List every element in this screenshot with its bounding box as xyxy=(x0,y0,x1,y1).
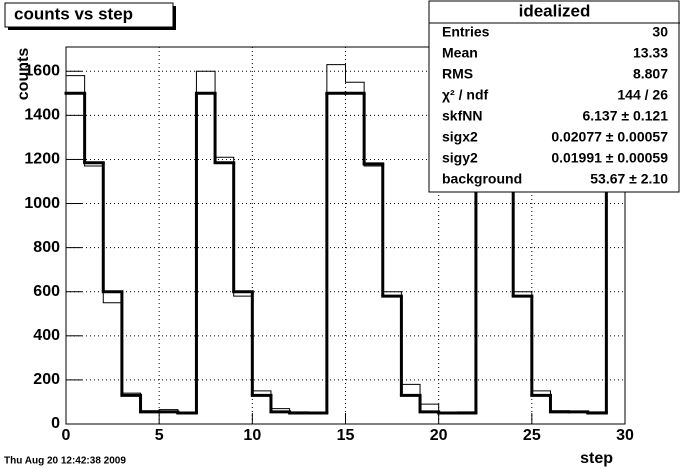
stats-value: 8.807 xyxy=(633,66,668,82)
y-tick-label: 1000 xyxy=(24,195,60,212)
y-tick-label: 200 xyxy=(33,371,60,388)
stats-key: sigx2 xyxy=(442,129,478,145)
stats-value: 144 / 26 xyxy=(617,87,668,103)
y-tick-label: 800 xyxy=(33,239,60,256)
y-tick-label: 1200 xyxy=(24,151,60,168)
x-tick-label: 15 xyxy=(337,427,355,444)
x-tick-label: 10 xyxy=(243,427,261,444)
x-tick-label: 30 xyxy=(616,427,634,444)
x-tick-label: 20 xyxy=(430,427,448,444)
y-tick-label: 0 xyxy=(51,415,60,432)
stats-key: Mean xyxy=(442,45,478,61)
y-tick-label: 1400 xyxy=(24,107,60,124)
x-tick-label: 25 xyxy=(523,427,541,444)
stats-key: RMS xyxy=(442,66,473,82)
stats-key: sigy2 xyxy=(442,150,478,166)
stats-key: χ² / ndf xyxy=(442,87,488,103)
stats-box: idealized Entries 30 Mean 13.33 RMS 8.807 χ² / … xyxy=(428,0,680,193)
stats-key: background xyxy=(442,171,522,187)
chart-title: counts vs step xyxy=(14,4,133,23)
stats-value: 13.33 xyxy=(633,45,668,61)
stats-value: 53.67 ± 2.10 xyxy=(590,171,668,187)
stats-value: 0.02077 ± 0.00057 xyxy=(551,129,668,145)
stats-key: skfNN xyxy=(442,108,482,124)
stats-key: Entries xyxy=(442,24,490,40)
y-tick-label: 600 xyxy=(33,283,60,300)
grid xyxy=(65,47,626,425)
y-tick-label: 400 xyxy=(33,327,60,344)
stats-value: 30 xyxy=(652,24,668,40)
stats-title: idealized xyxy=(519,1,591,20)
x-tick-label: 5 xyxy=(155,427,164,444)
y-tick-label: 1600 xyxy=(24,62,60,79)
x-axis-label: step xyxy=(580,450,613,467)
stats-value: 6.137 ± 0.121 xyxy=(582,108,668,124)
axes: 0 5 10 15 20 25 30 0 200 400 600 800 1000 1200 1400 160… xyxy=(24,62,634,444)
x-tick-label: 0 xyxy=(62,427,71,444)
y-axis-label: counts xyxy=(15,48,32,101)
stats-value: 0.01991 ± 0.00059 xyxy=(551,150,668,166)
timestamp: Thu Aug 20 12:42:38 2009 xyxy=(4,456,126,467)
stats-frame xyxy=(428,0,680,193)
title-box xyxy=(4,2,174,28)
